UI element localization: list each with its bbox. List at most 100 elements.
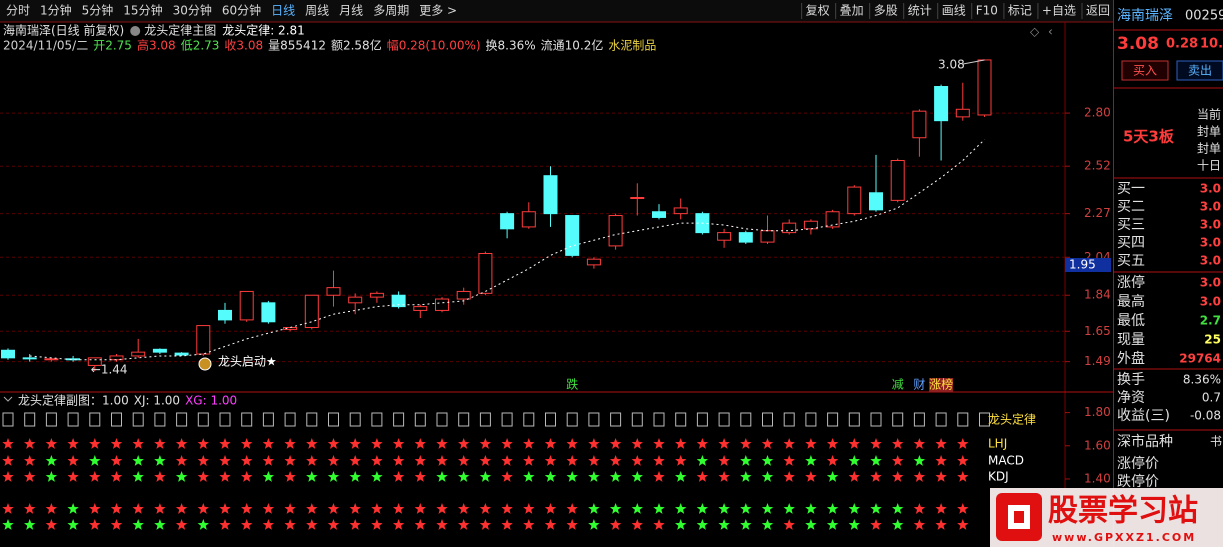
star: [436, 519, 448, 530]
signal-box: [805, 412, 817, 427]
bid-value: 3.0: [1200, 236, 1221, 250]
star: [892, 471, 904, 482]
star: [306, 438, 318, 449]
sub-chevron: [3, 396, 13, 402]
star: [609, 471, 622, 482]
bid-label: 买五: [1117, 253, 1145, 269]
signal-box: [631, 412, 643, 427]
tool-button[interactable]: 复权: [806, 4, 830, 18]
diamond-icon[interactable]: ◇: [1030, 25, 1040, 39]
candle-body: [239, 290, 254, 321]
period-tab[interactable]: 多周期: [373, 4, 409, 18]
star: [588, 471, 600, 482]
star: [2, 471, 14, 482]
period-tab[interactable]: 日线: [271, 4, 295, 18]
star: [696, 455, 709, 466]
star: [392, 438, 405, 449]
star: [718, 438, 730, 449]
star: [458, 471, 470, 482]
sell-label[interactable]: 卖出: [1188, 64, 1212, 78]
indicator-name[interactable]: 龙头定律主图: [144, 23, 216, 38]
tool-button[interactable]: 标记: [1008, 4, 1032, 18]
star: [219, 519, 231, 530]
period-tab[interactable]: 周线: [305, 4, 329, 18]
star: [89, 519, 101, 530]
signal-box: [219, 412, 231, 427]
signal-box: [132, 412, 144, 427]
signal-box: [45, 412, 57, 427]
star: [327, 455, 340, 466]
signal-bg: [929, 378, 954, 392]
star: [89, 455, 101, 466]
y-tick-label: 2.52: [1084, 159, 1111, 173]
star: [653, 519, 665, 530]
candle-body: [369, 292, 384, 298]
period-tab[interactable]: 60分钟: [222, 3, 261, 18]
star: [2, 455, 14, 466]
star: [696, 438, 709, 449]
star: [826, 471, 839, 482]
period-tab[interactable]: 5分钟: [82, 3, 114, 18]
star: [219, 503, 231, 514]
star: [45, 503, 58, 514]
period-tab[interactable]: 15分钟: [123, 3, 162, 18]
star: [805, 519, 817, 530]
collapse-icon[interactable]: ‹: [1048, 25, 1053, 39]
panel-change: 0.28: [1166, 37, 1198, 52]
candle-body: [847, 186, 862, 215]
row-label: LHJ: [988, 437, 1007, 451]
star: [284, 519, 296, 530]
star: [675, 438, 687, 449]
tool-button[interactable]: 叠加: [840, 4, 864, 18]
tool-button[interactable]: +自选: [1042, 4, 1076, 18]
star: [479, 519, 492, 530]
period-tab[interactable]: 月线: [339, 4, 363, 18]
board-info: 十日: [1197, 159, 1221, 173]
signal-box: [610, 412, 622, 427]
star: [761, 455, 774, 466]
star: [24, 455, 36, 466]
tool-button[interactable]: 画线: [942, 4, 966, 18]
period-tab[interactable]: 分时: [6, 4, 30, 18]
star: [436, 471, 448, 482]
row-label: KDJ: [988, 470, 1009, 484]
star: [544, 438, 557, 449]
star: [132, 471, 144, 482]
toolbar-bg: [0, 0, 1113, 22]
star: [783, 455, 795, 466]
period-tab[interactable]: 30分钟: [173, 3, 212, 18]
star: [241, 455, 253, 466]
tool-button[interactable]: F10: [976, 4, 998, 18]
period-tab[interactable]: 1分钟: [40, 3, 72, 18]
star: [175, 503, 188, 514]
candle-body: [283, 326, 298, 330]
star: [761, 503, 774, 514]
star: [653, 438, 665, 449]
signal-box: [241, 412, 253, 427]
bid-value: 3.0: [1200, 200, 1221, 214]
star: [501, 471, 513, 482]
candle-body: [348, 296, 363, 304]
candle-body: [608, 215, 623, 247]
star: [110, 438, 123, 449]
buy-label[interactable]: 买入: [1133, 64, 1157, 78]
y-tick-label: 1.49: [1084, 354, 1111, 368]
sell-button[interactable]: [1176, 60, 1223, 81]
signal-label: 涨榜: [929, 377, 953, 392]
tool-button[interactable]: 多股: [874, 4, 898, 18]
candle-body: [44, 358, 59, 361]
panel-stock-code: 00259: [1185, 9, 1223, 24]
star: [718, 503, 730, 514]
tool-button[interactable]: 统计: [908, 4, 932, 18]
star: [501, 438, 513, 449]
start-icon: [198, 357, 212, 371]
buy-button[interactable]: [1121, 60, 1169, 81]
tool-button[interactable]: 返回: [1086, 4, 1110, 18]
stock-title: 海南瑞泽(日线 前复权): [3, 23, 124, 38]
stat-label: 涨停: [1117, 274, 1145, 291]
star: [588, 503, 600, 514]
period-tab[interactable]: 更多 >: [419, 4, 457, 18]
